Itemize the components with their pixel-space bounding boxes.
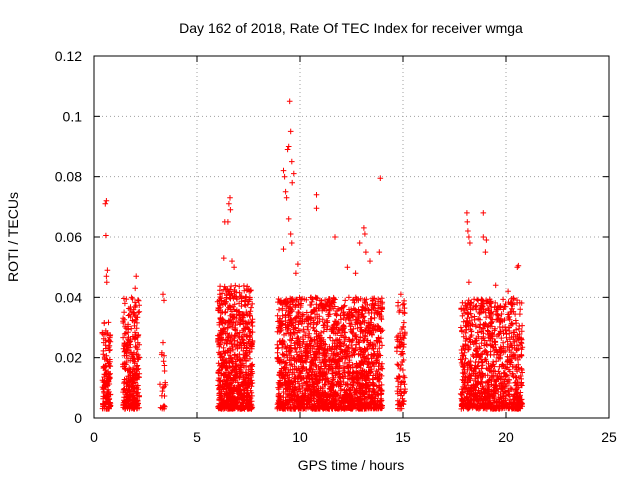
tick-labels: 0 5 10 15 20 25 0 0.02 0.04 0.06 0.08 0.1 0.12 [55, 48, 617, 445]
y-tick-label: 0.06 [55, 229, 82, 245]
x-tick-label: 10 [292, 429, 308, 445]
y-axis-title: ROTI / TECUs [5, 192, 21, 282]
grid-lines [94, 56, 609, 418]
y-tick-label: 0.02 [55, 350, 82, 366]
x-tick-label: 15 [395, 429, 411, 445]
x-tick-label: 20 [498, 429, 514, 445]
chart-title: Day 162 of 2018, Rate Of TEC Index for r… [179, 20, 523, 36]
scatter-markers [99, 98, 526, 412]
x-axis-title: GPS time / hours [298, 457, 405, 473]
data-points [99, 98, 526, 412]
y-tick-label: 0 [74, 410, 82, 426]
y-tick-label: 0.1 [63, 108, 83, 124]
axis-ticks [93, 55, 610, 419]
y-tick-label: 0.04 [55, 289, 82, 305]
y-tick-label: 0.08 [55, 169, 82, 185]
x-tick-label: 25 [601, 429, 617, 445]
x-tick-label: 5 [193, 429, 201, 445]
y-tick-label: 0.12 [55, 48, 82, 64]
x-tick-label: 0 [90, 429, 98, 445]
